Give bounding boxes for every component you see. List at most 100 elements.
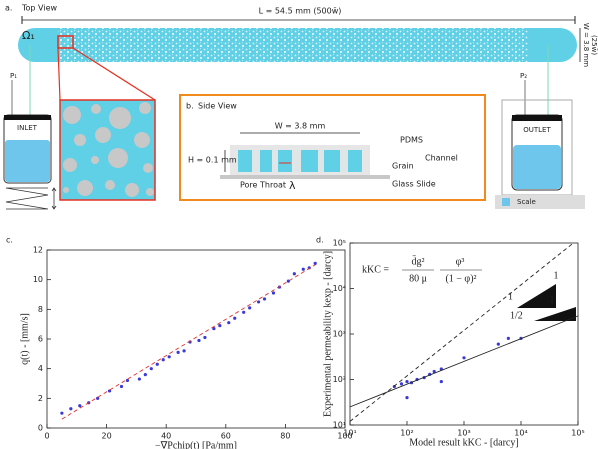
panel-label: b.	[186, 102, 194, 111]
data-point	[271, 291, 276, 295]
y-tick-label: 10⁴	[333, 284, 346, 293]
y-tick-label: 2	[38, 394, 43, 403]
data-point	[69, 407, 73, 411]
x-tick-label: 10⁵	[571, 429, 584, 438]
liquid	[513, 145, 561, 189]
x-tick-label: 10¹	[343, 429, 356, 438]
data-point	[439, 379, 443, 384]
data-point	[432, 369, 436, 374]
y-tick-label: 10³	[333, 330, 346, 339]
cap	[512, 115, 562, 121]
data-point	[218, 324, 222, 328]
jack	[5, 187, 49, 210]
fit-line	[349, 242, 574, 422]
data-point	[399, 382, 404, 386]
panel-label: a.	[5, 4, 12, 13]
data-point	[137, 377, 141, 381]
data-point	[125, 378, 130, 383]
outlet-label: OUTLET	[523, 126, 551, 134]
pore-label: Pore Throat	[240, 181, 286, 190]
slope-label: 1	[554, 270, 559, 281]
y-tick-label: 10⁵	[333, 239, 346, 248]
scale-legend	[502, 198, 510, 206]
x-tick-label: 100	[337, 432, 352, 441]
y-tick-label: 10	[33, 275, 43, 284]
y-axis-label: q(t) - [mm/s]	[19, 313, 30, 365]
data-point	[60, 411, 64, 415]
grains	[252, 150, 348, 172]
x-axis-label: −∇Pchip(t) [Pa/mm]	[155, 440, 237, 449]
slope-label: 1	[550, 294, 555, 305]
glass	[220, 175, 390, 179]
slope-triangle	[534, 307, 576, 321]
cap	[4, 115, 51, 120]
glass-label: Glass Slide	[392, 180, 436, 189]
view-label: Top View	[21, 4, 57, 13]
data-point	[462, 356, 466, 360]
formula: φ³	[456, 256, 465, 267]
data-point	[161, 358, 165, 362]
y-tick-label: 4	[38, 364, 43, 373]
fit-line	[61, 264, 316, 420]
y-tick-label: 12	[33, 246, 43, 255]
zoom-box	[57, 35, 74, 49]
data-point	[197, 338, 201, 343]
x-tick-label: 0	[44, 432, 49, 441]
data-point	[167, 355, 171, 359]
liquid	[5, 140, 50, 182]
grain-label: Grain	[392, 162, 414, 171]
data-point	[313, 261, 317, 265]
data-point	[119, 384, 124, 389]
data-point	[262, 297, 267, 301]
data-point	[301, 267, 305, 271]
data-point	[292, 272, 296, 276]
height-arrow	[51, 187, 57, 210]
data-point	[182, 349, 186, 353]
data-point	[96, 396, 100, 400]
data-point	[143, 373, 147, 377]
data-point	[107, 389, 112, 393]
data-point	[256, 300, 261, 304]
zoom-line	[57, 47, 61, 101]
y-tick-label: 6	[38, 335, 43, 344]
formula: kKC =	[362, 264, 389, 275]
formula: (1 − φ)²	[445, 273, 476, 284]
height-label: H = 0.1 mm	[188, 156, 237, 165]
y-tick-label: 10¹	[333, 421, 346, 430]
y-tick-label: 10²	[333, 375, 346, 384]
data-point	[203, 335, 207, 340]
y-axis-label: Experimental permeability kexp - [darcy]	[322, 251, 333, 417]
x-tick-label: 20	[102, 432, 112, 441]
data-point	[176, 350, 180, 354]
lambda-label: λ	[289, 179, 296, 192]
length-label: L = 54.5 mm (500w̄)	[259, 7, 342, 16]
pressure-label: P₁	[10, 72, 17, 80]
data-point	[506, 336, 510, 341]
grains	[63, 102, 154, 197]
x-tick-label: 10²	[400, 429, 413, 438]
data-point	[242, 310, 246, 314]
data-point	[496, 342, 500, 346]
slope-label: 1/2	[510, 310, 523, 321]
scale-label: Scale	[517, 198, 536, 206]
view-label: Side View	[198, 102, 237, 111]
fit-line	[349, 315, 579, 408]
zoom-line	[72, 47, 156, 101]
x-tick-label: 60	[221, 432, 231, 441]
channel	[58, 28, 528, 62]
side-view-box	[179, 94, 486, 201]
pdms-label: PDMS	[400, 136, 423, 145]
data-point	[149, 367, 153, 371]
width-label: W = 3.8 mm	[582, 23, 590, 67]
scale	[495, 195, 585, 209]
y-tick-label: 0	[38, 424, 43, 433]
data-point	[227, 321, 231, 325]
slope-triangle	[517, 284, 556, 308]
channel-label: Channel	[425, 154, 458, 163]
panel-label: c.	[6, 236, 13, 245]
data-point	[233, 316, 237, 320]
slope-label: 1	[508, 291, 513, 302]
inlet-label: INLET	[17, 124, 38, 132]
width-label: (25w̄)	[590, 35, 598, 55]
